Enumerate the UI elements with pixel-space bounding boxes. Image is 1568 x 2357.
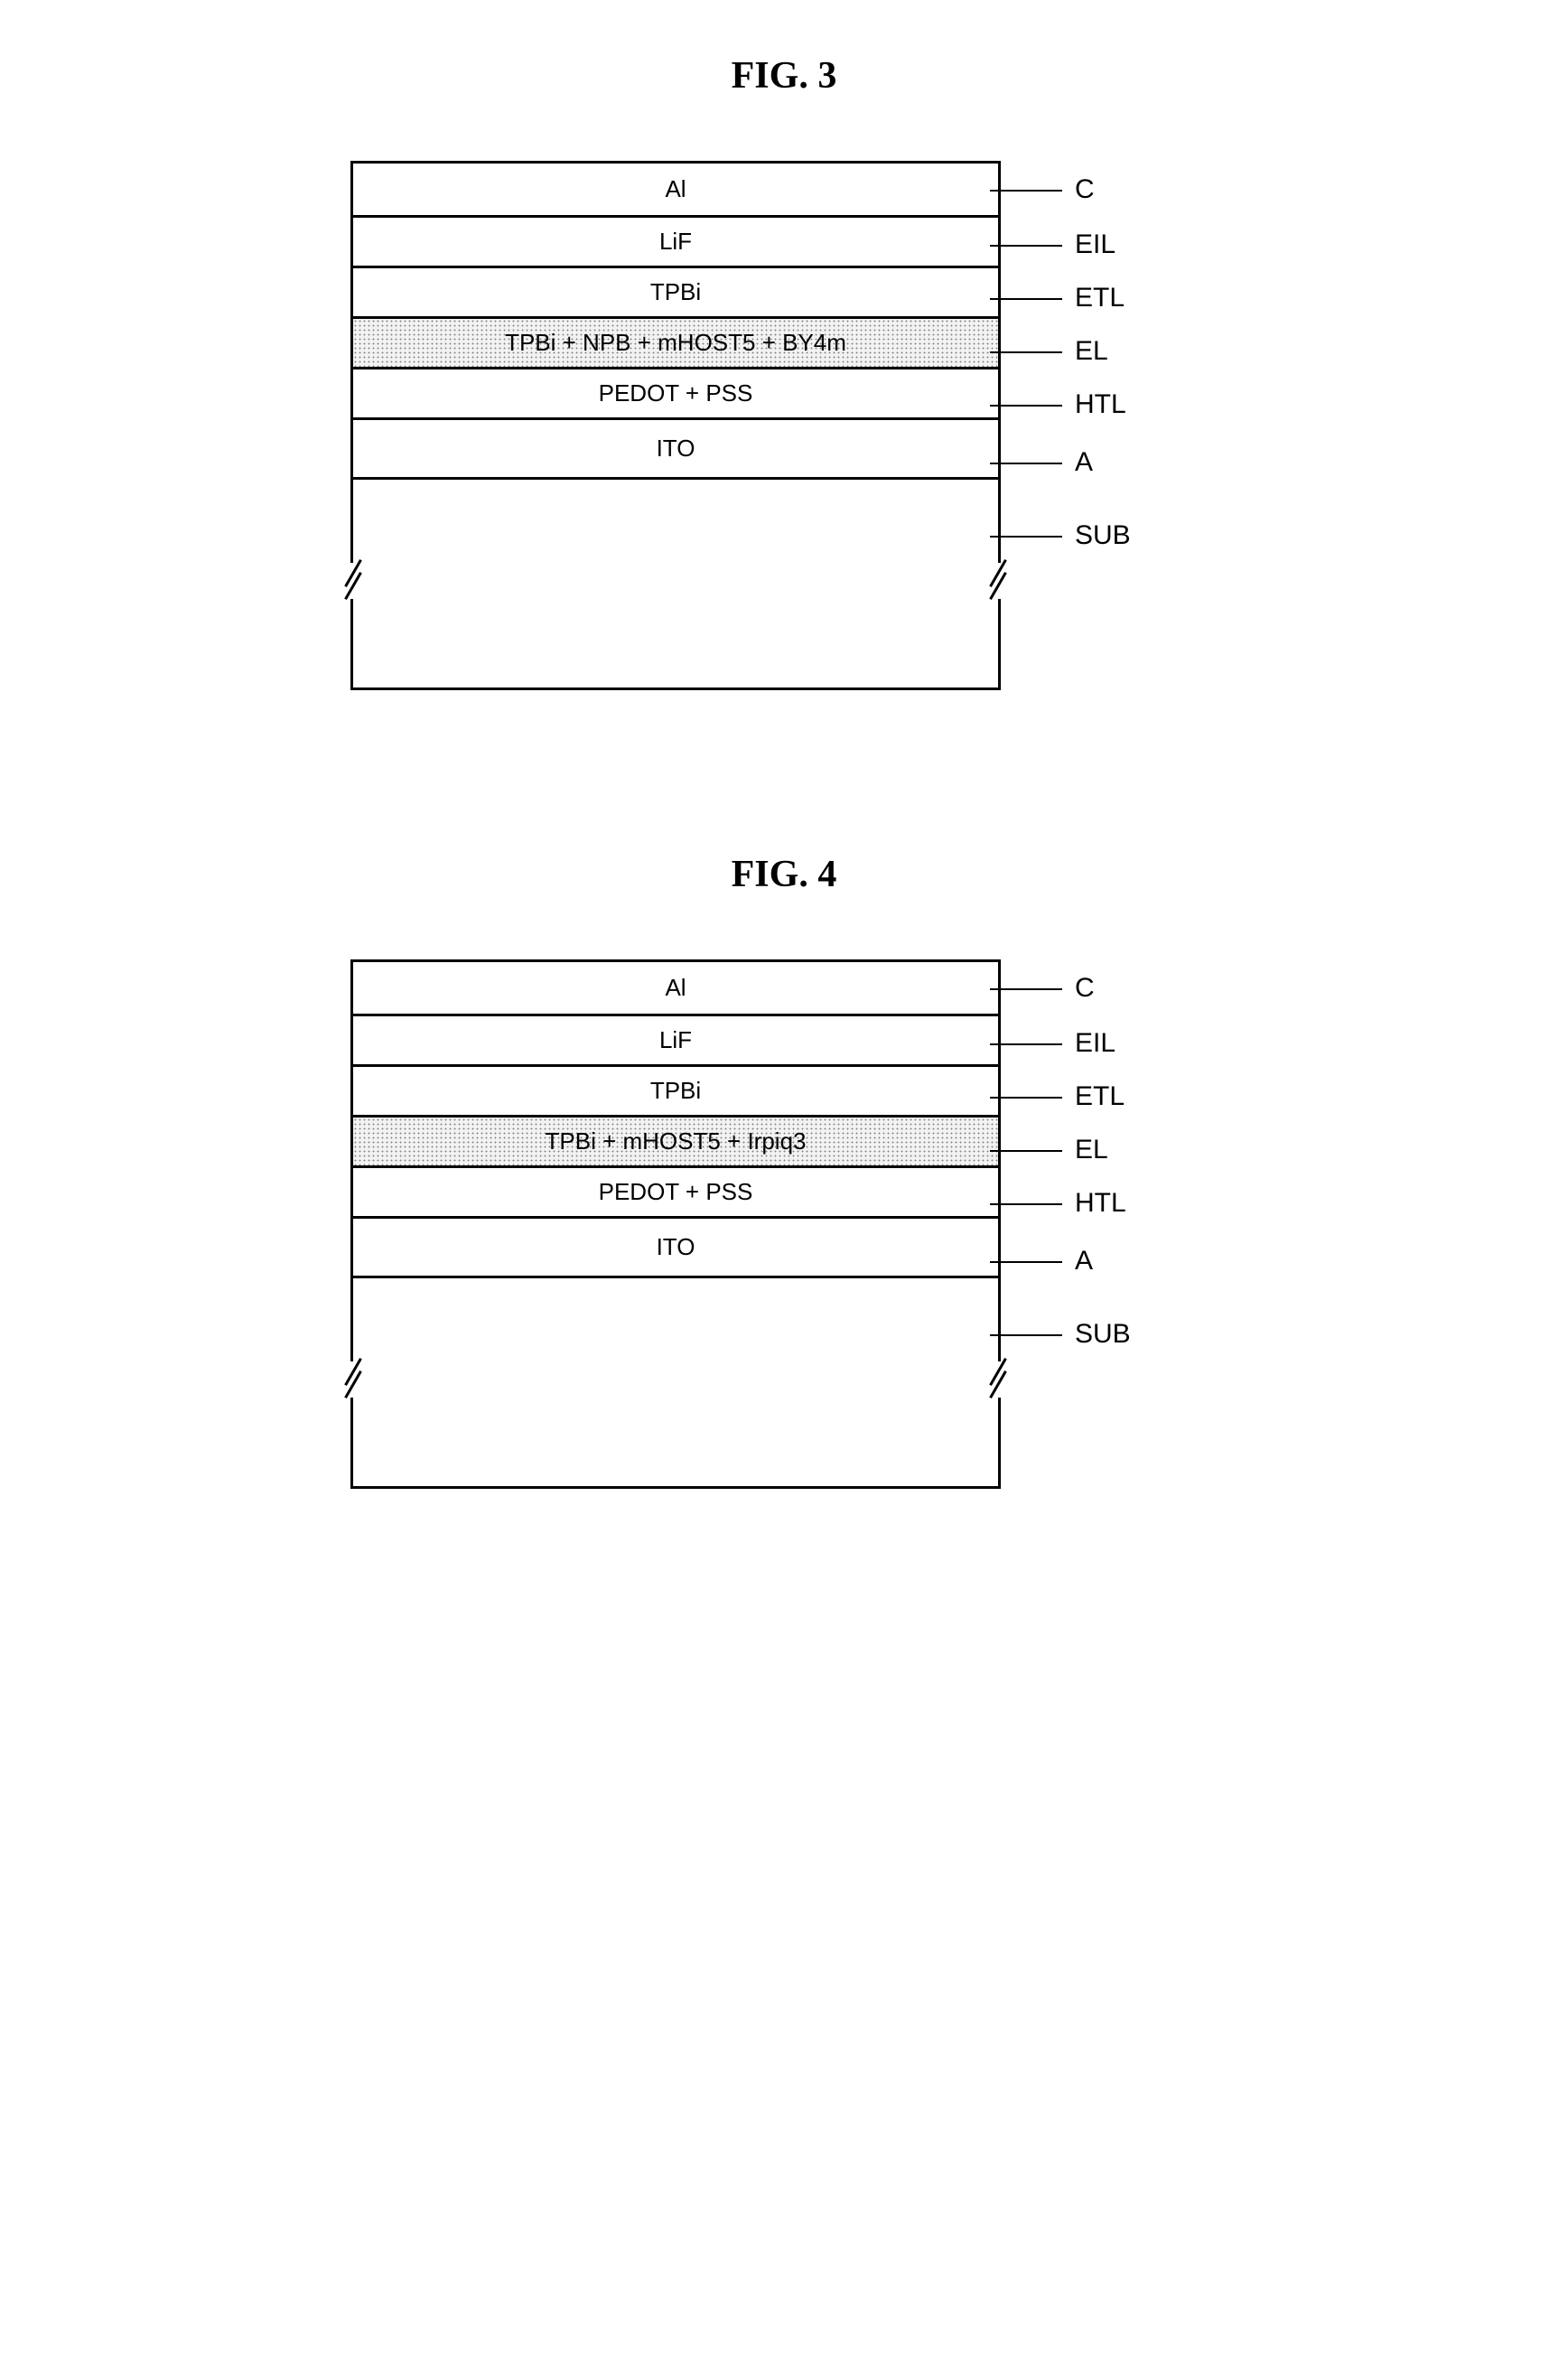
layer-row bbox=[353, 1278, 998, 1486]
layer-text: TPBi + mHOST5 + Irpiq3 bbox=[542, 1127, 810, 1155]
layer-label: ETL bbox=[990, 283, 1125, 313]
layer-diagram: Al LiF TPBi TPBi + NPB + mHOST5 + BY4m PEDOT… bbox=[350, 161, 1218, 690]
layer-label: C bbox=[990, 973, 1095, 1004]
label-leader-line bbox=[990, 1261, 1062, 1263]
label-leader-line bbox=[990, 190, 1062, 192]
label-text: SUB bbox=[1075, 1319, 1131, 1350]
label-text: EIL bbox=[1075, 229, 1115, 260]
layer-label: HTL bbox=[990, 389, 1126, 420]
label-leader-line bbox=[990, 1150, 1062, 1152]
label-leader-line bbox=[990, 298, 1062, 300]
label-text: EL bbox=[1075, 336, 1108, 367]
label-text: ETL bbox=[1075, 283, 1125, 313]
label-leader-line bbox=[990, 1097, 1062, 1099]
figure-title: FIG. 4 bbox=[287, 853, 1281, 896]
layer-label: EL bbox=[990, 1135, 1108, 1165]
layer-label: ETL bbox=[990, 1081, 1125, 1112]
layer-row: LiF bbox=[353, 218, 998, 268]
layer-text: TPBi + NPB + mHOST5 + BY4m bbox=[501, 329, 850, 357]
label-text: C bbox=[1075, 973, 1095, 1004]
label-text: A bbox=[1075, 1246, 1093, 1277]
layer-text: Al bbox=[661, 974, 689, 1002]
layer-label: HTL bbox=[990, 1188, 1126, 1219]
layer-row: PEDOT + PSS bbox=[353, 369, 998, 420]
label-text: EIL bbox=[1075, 1028, 1115, 1059]
label-text: HTL bbox=[1075, 389, 1126, 420]
page-root: FIG. 3 Al LiF TPBi TPBi + NPB + mHOST5 + BY4… bbox=[36, 54, 1532, 1489]
label-leader-line bbox=[990, 351, 1062, 353]
layer-text: LiF bbox=[656, 228, 695, 256]
label-leader-line bbox=[990, 405, 1062, 407]
layer-text: ITO bbox=[653, 435, 699, 463]
layer-text: PEDOT + PSS bbox=[595, 1178, 757, 1206]
label-text: HTL bbox=[1075, 1188, 1126, 1219]
figure-3: FIG. 3 Al LiF TPBi TPBi + NPB + mHOST5 + BY4… bbox=[287, 54, 1281, 690]
layer-label: A bbox=[990, 1246, 1093, 1277]
label-leader-line bbox=[990, 536, 1062, 538]
layer-text: PEDOT + PSS bbox=[595, 379, 757, 407]
layer-label: EIL bbox=[990, 229, 1115, 260]
layer-text: TPBi bbox=[647, 1077, 705, 1105]
layer-label: EIL bbox=[990, 1028, 1115, 1059]
layer-text: TPBi bbox=[647, 278, 705, 306]
figure-4: FIG. 4 Al LiF TPBi TPBi + mHOST5 + Irpiq3 PED… bbox=[287, 853, 1281, 1489]
break-mark-left bbox=[338, 1361, 369, 1398]
figure-title: FIG. 3 bbox=[287, 54, 1281, 98]
label-leader-line bbox=[990, 1334, 1062, 1336]
layer-label: EL bbox=[990, 336, 1108, 367]
label-leader-line bbox=[990, 245, 1062, 247]
layer-row: TPBi + mHOST5 + Irpiq3 bbox=[353, 1118, 998, 1168]
layer-row: LiF bbox=[353, 1016, 998, 1067]
layer-row: ITO bbox=[353, 1219, 998, 1278]
layer-label: A bbox=[990, 447, 1093, 478]
layer-text: LiF bbox=[656, 1026, 695, 1054]
label-text: EL bbox=[1075, 1135, 1108, 1165]
layer-row: Al bbox=[353, 164, 998, 218]
layer-row: ITO bbox=[353, 420, 998, 480]
break-mark-left bbox=[338, 563, 369, 599]
layer-label: C bbox=[990, 174, 1095, 205]
layer-stack: Al LiF TPBi TPBi + NPB + mHOST5 + BY4m PEDOT… bbox=[350, 161, 1001, 690]
label-leader-line bbox=[990, 1043, 1062, 1045]
label-text: A bbox=[1075, 447, 1093, 478]
layer-row: TPBi bbox=[353, 1067, 998, 1118]
layer-diagram: Al LiF TPBi TPBi + mHOST5 + Irpiq3 PEDOT + P… bbox=[350, 959, 1218, 1489]
layer-row: TPBi + NPB + mHOST5 + BY4m bbox=[353, 319, 998, 369]
break-mark-right bbox=[983, 563, 1013, 599]
layer-row bbox=[353, 480, 998, 687]
layer-label: SUB bbox=[990, 520, 1131, 551]
layer-row: TPBi bbox=[353, 268, 998, 319]
label-text: C bbox=[1075, 174, 1095, 205]
layer-row: PEDOT + PSS bbox=[353, 1168, 998, 1219]
label-leader-line bbox=[990, 988, 1062, 990]
layer-text: ITO bbox=[653, 1233, 699, 1261]
label-leader-line bbox=[990, 1203, 1062, 1205]
layer-row: Al bbox=[353, 962, 998, 1016]
break-mark-right bbox=[983, 1361, 1013, 1398]
label-leader-line bbox=[990, 463, 1062, 464]
label-text: SUB bbox=[1075, 520, 1131, 551]
label-text: ETL bbox=[1075, 1081, 1125, 1112]
layer-text: Al bbox=[661, 175, 689, 203]
layer-label: SUB bbox=[990, 1319, 1131, 1350]
layer-stack: Al LiF TPBi TPBi + mHOST5 + Irpiq3 PEDOT + P… bbox=[350, 959, 1001, 1489]
